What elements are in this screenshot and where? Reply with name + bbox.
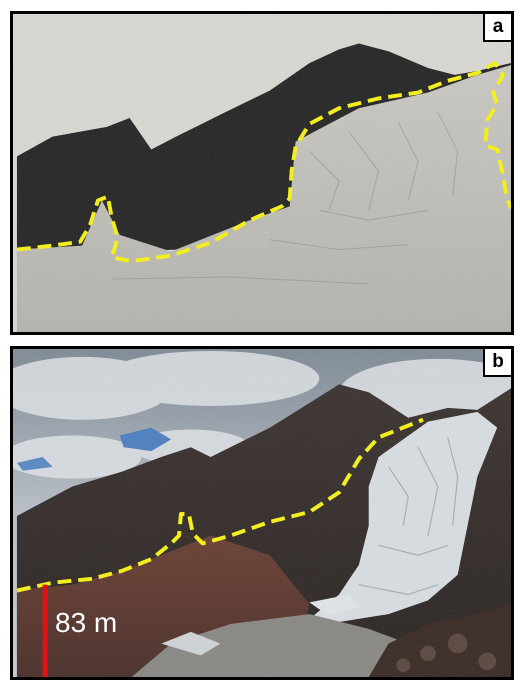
scale-bar-label: 83 m — [55, 607, 118, 638]
glacier-outline-dashed — [16, 61, 511, 264]
panel-a-historical-photo: a — [10, 11, 514, 335]
scale-bar — [42, 584, 48, 677]
panel-letter-b: b — [483, 349, 511, 377]
panel-b-modern-photo: 83 m b — [10, 346, 514, 680]
glacier-outline-dashed — [16, 417, 424, 593]
panel-b-image — [13, 349, 511, 677]
panel-a-image — [13, 14, 511, 332]
panel-letter-a: a — [483, 14, 511, 42]
